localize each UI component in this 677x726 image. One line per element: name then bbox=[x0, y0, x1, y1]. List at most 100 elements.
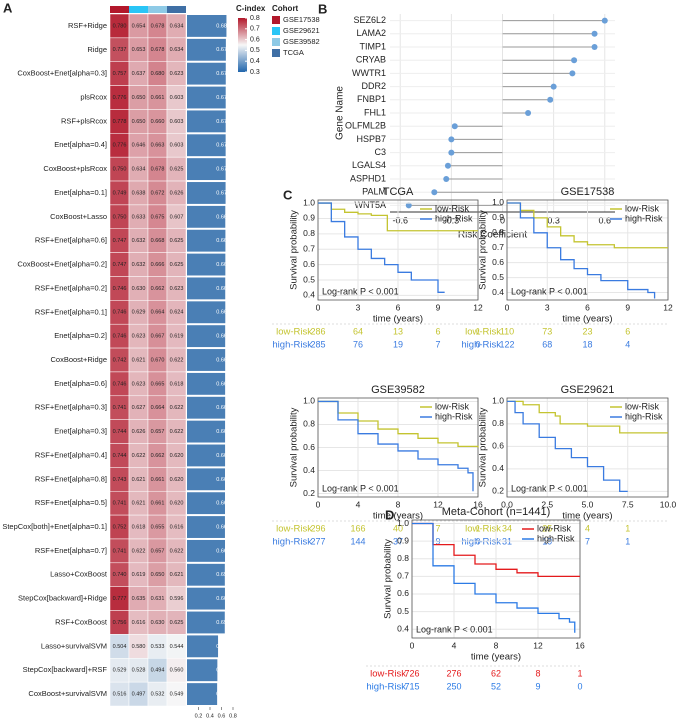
x-tick-label: 12 bbox=[533, 640, 543, 650]
x-tick-label: 0.3 bbox=[547, 215, 560, 225]
y-tick-label: 0.4 bbox=[492, 463, 504, 473]
colorbar bbox=[238, 18, 247, 72]
at-risk: 8 bbox=[535, 668, 540, 678]
mean-label: 0.666 bbox=[216, 214, 230, 220]
row-label: Enet[alpha=0.1] bbox=[54, 188, 107, 197]
mean-label: 0.667 bbox=[216, 262, 230, 268]
x-tick-label: 0 bbox=[505, 302, 510, 312]
y-tick-label: 0.6 bbox=[303, 259, 315, 269]
cell-label: 0.623 bbox=[132, 334, 146, 340]
row-label: CoxBoost+plsRcox bbox=[43, 164, 107, 173]
x-tick-label: 0 bbox=[500, 215, 505, 225]
cell-label: 0.650 bbox=[132, 119, 146, 125]
risk-label: high-Risk bbox=[272, 537, 312, 548]
x-tick-label: 6 bbox=[396, 302, 401, 312]
mean-label: 0.540 bbox=[216, 644, 230, 650]
at-risk: 25 bbox=[542, 523, 552, 533]
cell-label: 0.650 bbox=[132, 95, 146, 101]
y-tick-label: 0.9 bbox=[492, 212, 504, 222]
y-tick-label: FNBP1 bbox=[357, 94, 386, 104]
dot bbox=[571, 57, 578, 64]
legend-swatch bbox=[272, 27, 280, 35]
cell-label: 0.747 bbox=[113, 262, 127, 268]
mean-label: 0.686 bbox=[216, 23, 230, 29]
y-tick-label: 0.5 bbox=[303, 274, 315, 284]
at-risk: 18 bbox=[582, 339, 592, 349]
at-risk: 276 bbox=[446, 668, 461, 678]
at-risk: 0 bbox=[577, 681, 582, 691]
mean-bar bbox=[187, 158, 226, 181]
y-tick-label: 1.0 bbox=[303, 396, 315, 406]
dot bbox=[405, 202, 412, 209]
at-risk: 4 bbox=[585, 523, 590, 533]
cell-label: 0.619 bbox=[170, 334, 184, 340]
mean-bar bbox=[187, 468, 226, 491]
legend-label: low-Risk bbox=[625, 401, 660, 411]
legend-label: GSE39582 bbox=[283, 37, 320, 46]
at-risk: 7 bbox=[585, 536, 590, 546]
cell-label: 0.646 bbox=[132, 143, 146, 149]
legend-label: high-Risk bbox=[435, 213, 473, 223]
y-tick-label: 0.9 bbox=[303, 213, 315, 223]
mean-bar bbox=[187, 349, 226, 371]
mean-label: 0.662 bbox=[216, 453, 230, 459]
y-tick-label: 0.6 bbox=[492, 257, 504, 267]
cell-label: 0.633 bbox=[132, 214, 146, 220]
cell-label: 0.672 bbox=[151, 190, 165, 196]
dot bbox=[591, 44, 598, 50]
km-curve bbox=[507, 400, 668, 434]
mean-bar bbox=[187, 182, 226, 204]
cell-label: 0.637 bbox=[132, 71, 146, 77]
cell-label: 0.634 bbox=[170, 23, 184, 29]
heat-cell bbox=[166, 681, 187, 707]
mean-bar bbox=[187, 372, 226, 395]
cell-label: 0.622 bbox=[132, 453, 146, 459]
y-tick-label: 0.6 bbox=[303, 442, 315, 452]
dot bbox=[448, 149, 455, 156]
cell-label: 0.618 bbox=[132, 524, 146, 530]
cell-label: 0.632 bbox=[132, 262, 146, 268]
colorbar-label: 0.7 bbox=[250, 26, 260, 33]
cell-label: 0.778 bbox=[113, 119, 127, 125]
x-tick-label: -0.3 bbox=[444, 215, 460, 225]
risk-label: low-Risk bbox=[465, 524, 501, 535]
x-tick-label: 0 bbox=[316, 499, 321, 509]
cell-label: 0.744 bbox=[113, 453, 127, 459]
mean-bar bbox=[187, 229, 226, 252]
plot-title: GSE17538 bbox=[561, 186, 615, 198]
cell-label: 0.634 bbox=[132, 167, 146, 173]
at-risk: 0 bbox=[475, 339, 480, 349]
mean-label: 0.664 bbox=[216, 405, 230, 411]
km-curve bbox=[318, 400, 479, 448]
legend-title: Cohort bbox=[272, 4, 299, 13]
mean-bar bbox=[187, 444, 226, 467]
y-label: Survival probability bbox=[478, 407, 489, 487]
at-risk: 40 bbox=[393, 523, 403, 533]
x-tick-label: 9 bbox=[436, 302, 441, 312]
cell-label: 0.603 bbox=[170, 143, 184, 149]
cell-label: 0.603 bbox=[170, 119, 184, 125]
dot bbox=[550, 83, 557, 90]
y-tick-label: LGALS4 bbox=[352, 160, 386, 170]
at-risk: 166 bbox=[350, 523, 365, 533]
mean-label: 0.660 bbox=[216, 596, 230, 602]
dot bbox=[443, 176, 450, 182]
cell-label: 0.746 bbox=[113, 310, 127, 316]
cohort-strip bbox=[167, 6, 186, 13]
cell-label: 0.749 bbox=[113, 190, 127, 196]
mean-bar bbox=[187, 516, 225, 538]
mean-bar bbox=[187, 587, 225, 610]
cell-label: 0.663 bbox=[151, 143, 165, 149]
legend-label: high-Risk bbox=[625, 213, 663, 223]
mean-bar bbox=[187, 277, 226, 300]
x-label: time (years) bbox=[562, 511, 612, 522]
mean-label: 0.672 bbox=[216, 167, 230, 173]
y-tick-label: LAMA2 bbox=[356, 28, 386, 38]
at-risk: 122 bbox=[499, 339, 514, 349]
dot bbox=[448, 136, 455, 143]
at-risk: 286 bbox=[310, 326, 325, 336]
cell-label: 0.622 bbox=[170, 429, 184, 435]
mean-bar bbox=[187, 492, 226, 515]
row-label: Lasso+survivalSVM bbox=[41, 641, 107, 650]
y-tick-label: 0.4 bbox=[303, 290, 315, 300]
